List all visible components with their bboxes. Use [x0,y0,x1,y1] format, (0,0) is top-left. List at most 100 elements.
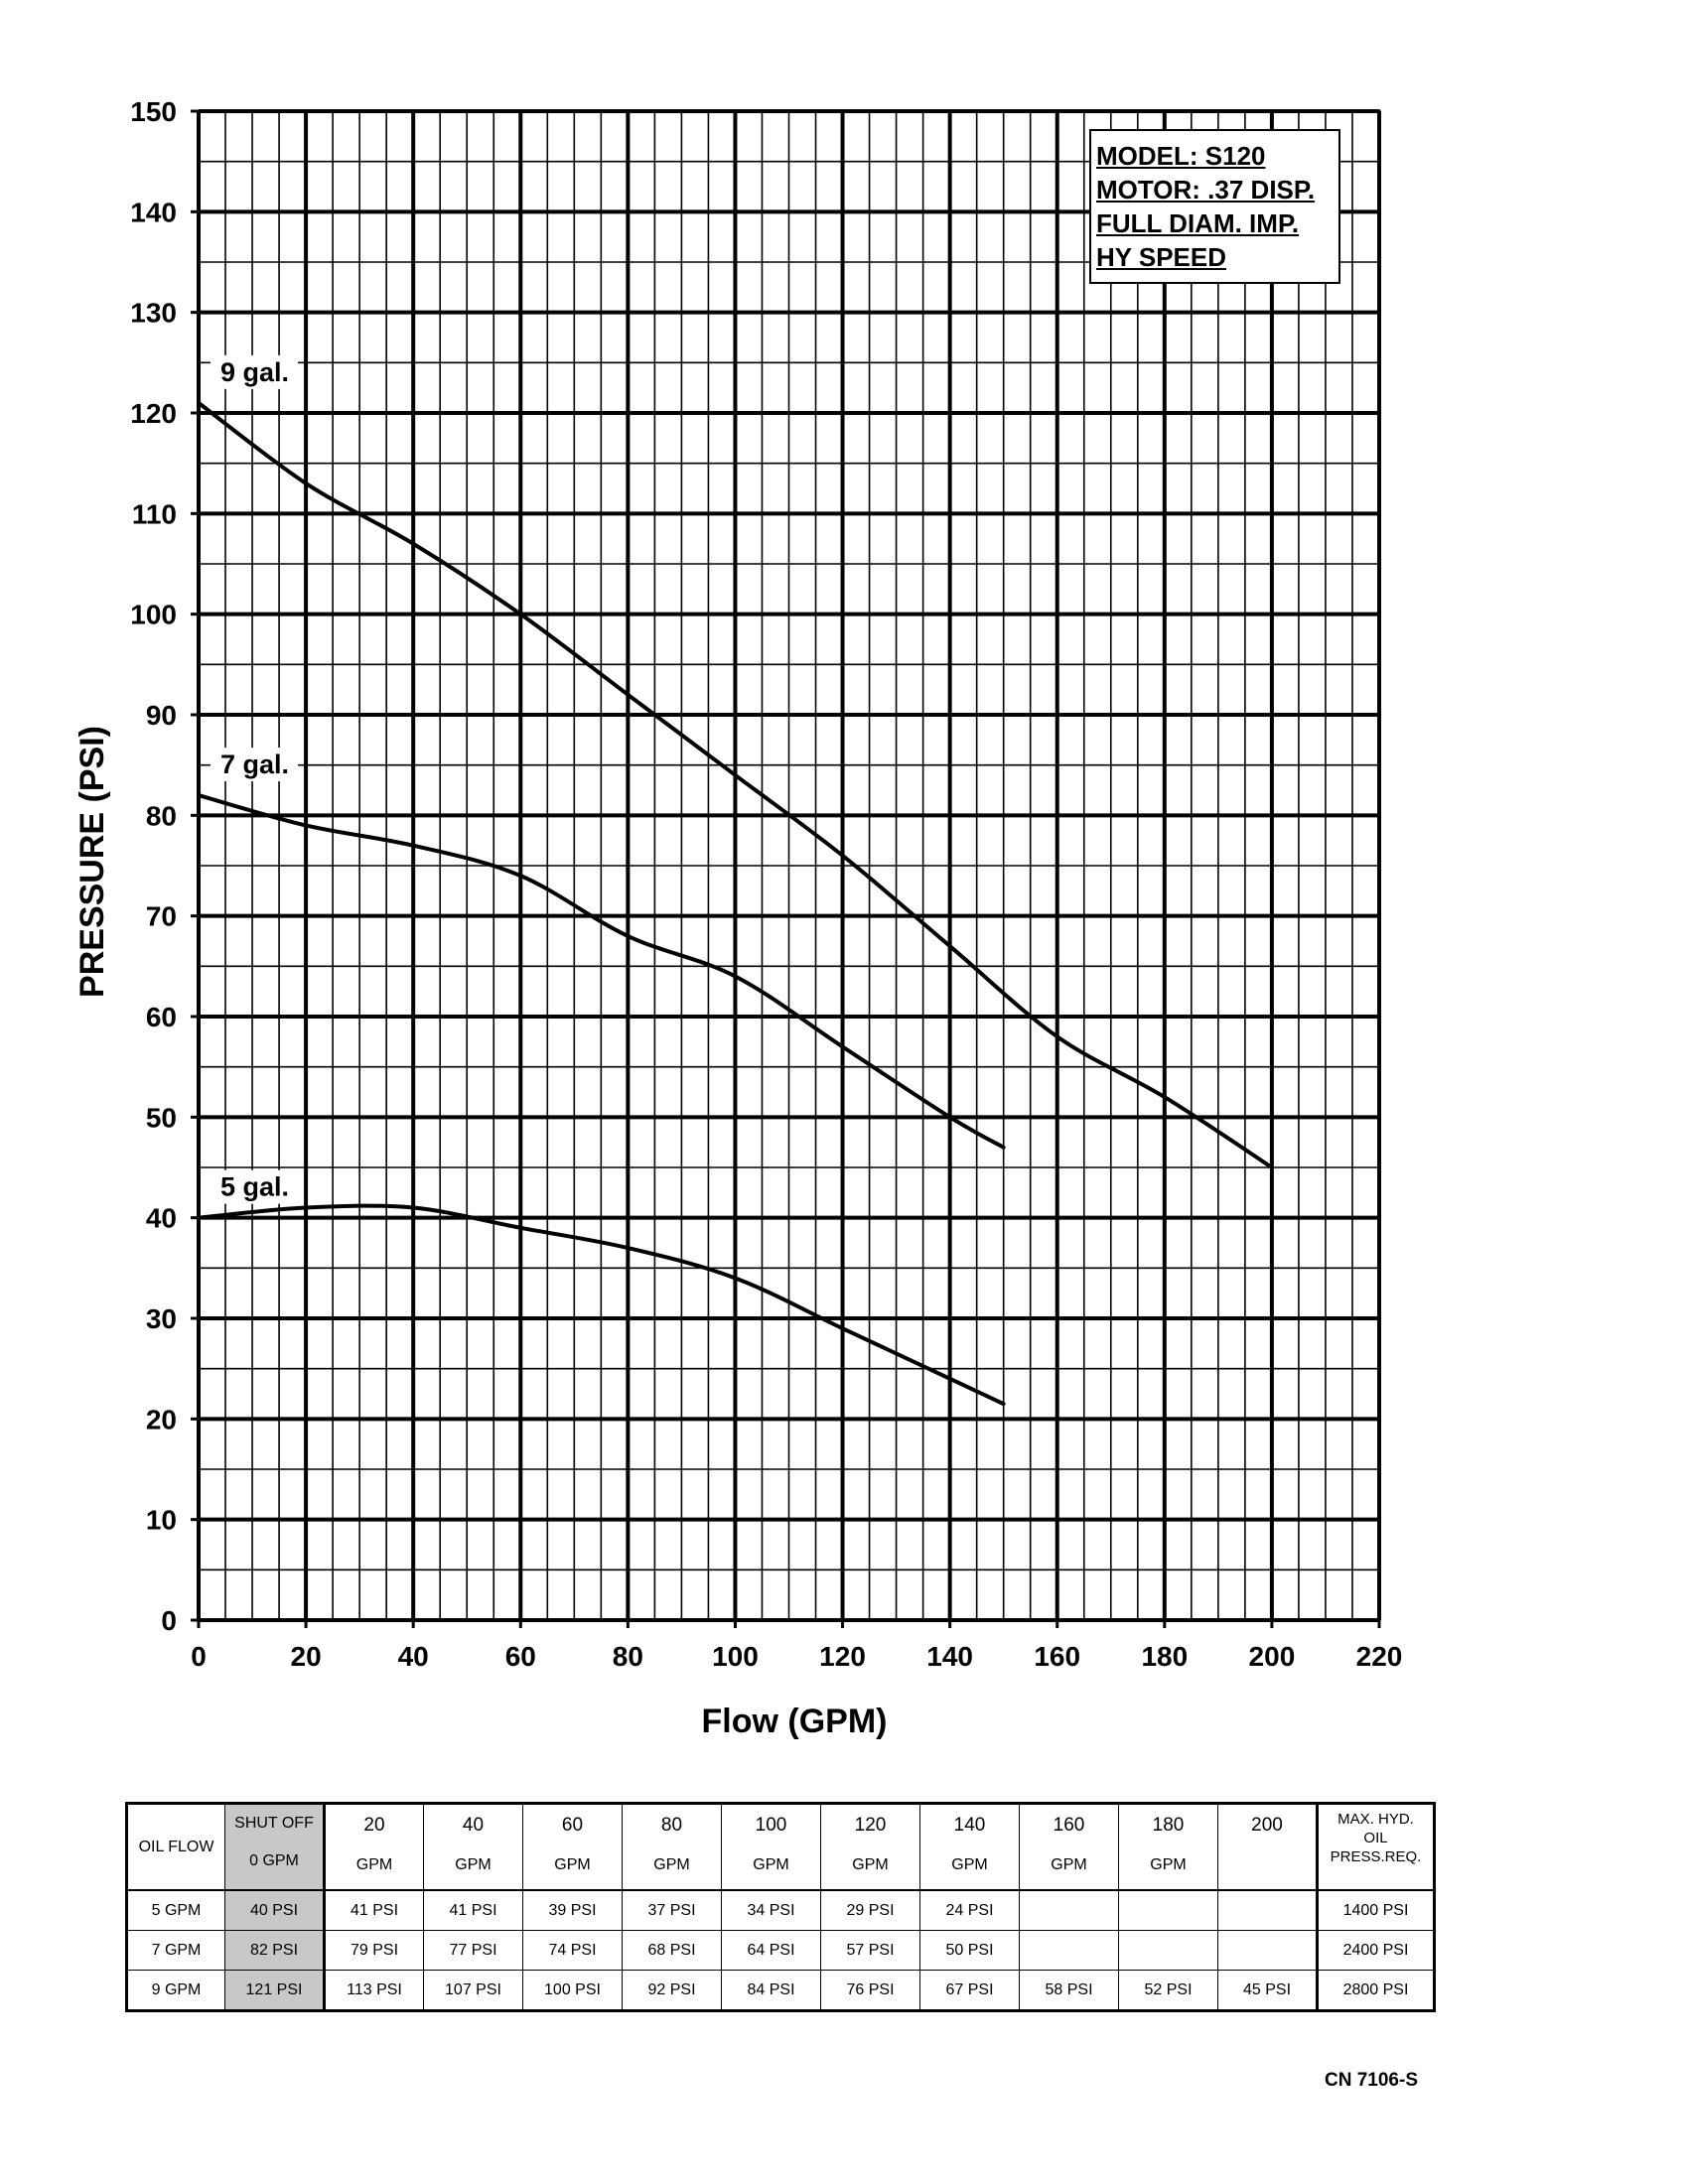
table-row: 7 GPM 82 PSI 79 PSI 77 PSI 74 PSI 68 PSI… [126,1930,1435,1971]
table-cell: 39 PSI [522,1889,623,1931]
row-label: 5 GPM [126,1889,225,1931]
x-tick-label: 120 [819,1641,866,1672]
curve-label-bg [211,354,298,389]
table-cell: 74 PSI [522,1930,623,1971]
table-cell: 77 PSI [423,1930,523,1971]
y-tick-label: 110 [132,498,177,529]
table-cell: 76 PSI [820,1970,920,2011]
table-cell: 50 PSI [919,1930,1020,1971]
header-top: 180 [1152,1815,1185,1836]
x-tick-label: 40 [398,1641,429,1672]
x-tick-label: 180 [1141,1641,1188,1672]
y-tick-label: 150 [130,96,177,127]
table-cell: 82 PSI [224,1930,325,1971]
oil-flow-label: OIL FLOW [138,1838,214,1855]
pressure-data-table: OIL FLOW SHUT OFF 0 GPM 20 GPM 40 GPM 60 GPM… [125,1802,1436,2012]
x-tick-label: 200 [1249,1641,1296,1672]
table-cell: 58 PSI [1019,1970,1119,2011]
x-axis-title: Flow (GPM) [702,1703,888,1740]
header-cell: 180 GPM [1118,1803,1218,1891]
max-pressure-cell: 2400 PSI [1316,1930,1435,1971]
header-cell: 120 GPM [820,1803,920,1891]
model-line: MODEL: S120 [1096,141,1266,171]
header-cell: 160 GPM [1019,1803,1119,1891]
max-pressure-cell: 1400 PSI [1316,1889,1435,1931]
header-top: SHUT OFF [234,1815,314,1832]
header-top: 200 [1251,1815,1283,1836]
y-tick-label: 50 [146,1102,177,1133]
header-top: 100 [755,1815,787,1836]
header-bottom: 0 GPM [249,1852,299,1869]
table-cell [1217,1889,1318,1931]
table-cell: 41 PSI [323,1889,424,1931]
y-tick-label: 80 [146,800,177,831]
table-cell: 79 PSI [323,1930,424,1971]
y-tick-label: 20 [146,1404,177,1434]
y-tick-label: 40 [146,1203,177,1234]
table-cell: 24 PSI [919,1889,1020,1931]
table-row: 5 GPM 40 PSI 41 PSI 41 PSI 39 PSI 37 PSI… [126,1889,1435,1931]
table-cell: 64 PSI [721,1930,821,1971]
pump-curve-chart: 9 gal.7 gal.5 gal. 0 20 40 60 80 100 120 140 160… [73,96,1403,1740]
header-cell: SHUT OFF 0 GPM [224,1803,325,1891]
header-top: 160 [1053,1815,1085,1836]
header-cell: 40 GPM [423,1803,523,1891]
table-cell: 67 PSI [919,1970,1020,2011]
max-pressure-header: MAX. HYD. OIL PRESS.REQ. [1316,1803,1435,1891]
series-line-9-gal [197,400,1274,1169]
row-label: 7 GPM [126,1930,225,1971]
header-top: 120 [854,1815,887,1836]
header-cell: 200 [1217,1803,1318,1891]
curve-label-bg [211,748,298,782]
impeller-line: FULL DIAM. IMP. [1096,208,1300,238]
max-header-line: OIL [1363,1830,1388,1846]
table-cell: 121 PSI [224,1970,325,2011]
header-top: 140 [953,1815,986,1836]
curve-label: 7 gal. [220,750,289,779]
document-code: CN 7106-S [1325,2070,1418,2091]
table-header-row: OIL FLOW SHUT OFF 0 GPM 20 GPM 40 GPM 60 GPM… [126,1803,1435,1891]
x-tick-label: 160 [1034,1641,1080,1672]
row-label: 9 GPM [126,1970,225,2011]
header-bottom: GPM [455,1856,492,1873]
series-line-7-gal [197,793,1006,1150]
table-cell: 113 PSI [323,1970,424,2011]
header-bottom: GPM [653,1856,690,1873]
y-tick-label: 130 [130,298,177,329]
table-cell [1019,1889,1119,1931]
table-cell: 29 PSI [820,1889,920,1931]
plot-frame [197,109,1381,1622]
motor-line: MOTOR: .37 DISP. [1096,175,1316,205]
header-cell: 20 GPM [323,1803,424,1891]
y-tick-label: 70 [146,901,177,932]
header-cell: 100 GPM [721,1803,821,1891]
x-tick-label: 100 [712,1641,759,1672]
header-bottom: GPM [951,1856,988,1873]
table-cell: 107 PSI [423,1970,523,2011]
header-bottom: GPM [753,1856,789,1873]
x-tick-label: 60 [505,1641,536,1672]
header-top: 20 [363,1815,385,1836]
y-tick-label: 10 [146,1505,177,1536]
table-cell: 92 PSI [622,1970,722,2011]
y-tick-label: 30 [146,1303,177,1334]
max-pressure-cell: 2800 PSI [1316,1970,1435,2011]
table-cell: 57 PSI [820,1930,920,1971]
table-cell: 45 PSI [1217,1970,1318,2011]
table-cell: 84 PSI [721,1970,821,2011]
header-bottom: GPM [1150,1856,1187,1873]
table-cell: 34 PSI [721,1889,821,1931]
table-cell [1118,1930,1218,1971]
chart-series: 9 gal. 7 gal. 5 gal. [197,354,1274,1407]
table-cell [1118,1889,1218,1931]
chart-grid [191,109,1381,1628]
header-top: 40 [462,1815,485,1836]
table-cell: 40 PSI [224,1889,325,1931]
header-bottom: GPM [355,1856,393,1873]
curve-label: 5 gal. [220,1172,289,1202]
table-cell: 68 PSI [622,1930,722,1971]
table-cell [1019,1930,1119,1971]
x-tick-label: 220 [1356,1641,1403,1672]
header-cell: 80 GPM [622,1803,722,1891]
y-tick-label: 90 [146,700,177,731]
